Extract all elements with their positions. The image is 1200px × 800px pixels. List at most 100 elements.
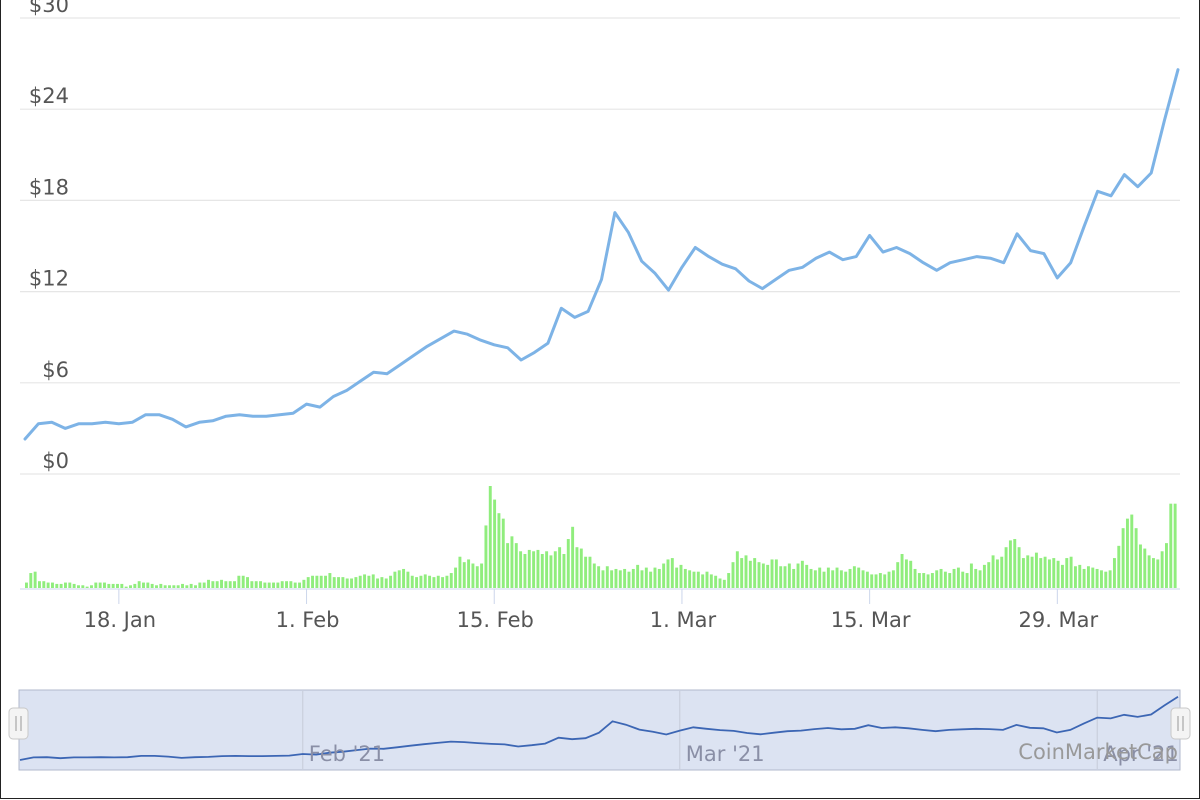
volume-bar bbox=[1060, 564, 1064, 588]
volume-bar bbox=[393, 571, 397, 588]
volume-bar bbox=[1112, 558, 1116, 588]
volume-bar bbox=[943, 571, 947, 588]
volume-bar bbox=[493, 499, 497, 588]
volume-bar bbox=[748, 560, 752, 588]
volume-bar bbox=[29, 573, 33, 588]
navigator-label: Mar '21 bbox=[686, 742, 765, 766]
volume-bar bbox=[1086, 566, 1090, 588]
volume-bar bbox=[935, 570, 939, 588]
volume-bar bbox=[527, 549, 531, 588]
volume-bar bbox=[883, 574, 887, 588]
volume-bar bbox=[293, 582, 297, 588]
navigator-right-handle[interactable] bbox=[1170, 707, 1191, 740]
price-gridlines bbox=[20, 17, 1180, 475]
volume-bar bbox=[280, 581, 284, 588]
volume-bar bbox=[363, 574, 367, 588]
volume-bar bbox=[878, 573, 882, 588]
volume-bar bbox=[614, 568, 618, 588]
volume-bar bbox=[51, 582, 54, 588]
volume-bar bbox=[653, 567, 657, 588]
volume-bar bbox=[458, 556, 462, 588]
volume-bar bbox=[272, 582, 275, 588]
volume-bar bbox=[904, 559, 908, 588]
volume-bar bbox=[1073, 566, 1077, 588]
volume-bar bbox=[575, 547, 579, 588]
volume-bar bbox=[870, 574, 874, 588]
volume-bar bbox=[995, 559, 999, 588]
volume-bar bbox=[839, 570, 843, 588]
volume-bar bbox=[536, 549, 540, 588]
volume-bar bbox=[731, 562, 735, 588]
volume-bar bbox=[718, 578, 722, 588]
volume-bar bbox=[1021, 558, 1025, 588]
volume-bar bbox=[857, 567, 861, 588]
volume-bar bbox=[25, 582, 28, 588]
volume-bar bbox=[432, 577, 436, 588]
volume-bar bbox=[1069, 556, 1073, 588]
volume-bar bbox=[90, 585, 93, 588]
chart-credits[interactable]: CoinMarketCap bbox=[1018, 740, 1178, 764]
x-tick-label: 15. Mar bbox=[831, 608, 911, 632]
volume-bar bbox=[233, 581, 236, 588]
volume-bar bbox=[315, 575, 319, 588]
volume-bar bbox=[566, 539, 570, 588]
volume-bar bbox=[948, 573, 952, 588]
volume-bar bbox=[107, 583, 111, 588]
volume-bar bbox=[930, 573, 934, 588]
volume-bar bbox=[423, 574, 427, 588]
volume-bar bbox=[766, 564, 770, 588]
volume-bar bbox=[1052, 558, 1056, 588]
volume-bar bbox=[341, 577, 345, 588]
volume-bar bbox=[1099, 570, 1103, 588]
volume-bar bbox=[194, 585, 197, 588]
volume-bar bbox=[120, 583, 124, 588]
volume-bar bbox=[1143, 548, 1147, 588]
volume-bar bbox=[228, 581, 232, 588]
volume-bar bbox=[514, 543, 518, 588]
volume-bar bbox=[1004, 547, 1008, 588]
volume-bar bbox=[376, 578, 380, 588]
volume-bar bbox=[85, 586, 89, 588]
volume-bar bbox=[94, 582, 98, 588]
volume-bar bbox=[683, 568, 687, 588]
volume-bar bbox=[419, 575, 423, 588]
navigator-label: Apr '21 bbox=[1103, 742, 1179, 766]
volume-bar bbox=[540, 554, 544, 588]
y-tick-label: $18 bbox=[29, 175, 69, 199]
volume-bar bbox=[688, 570, 692, 588]
volume-bar bbox=[523, 554, 527, 588]
volume-bar bbox=[891, 570, 895, 588]
volume-bar bbox=[792, 568, 796, 588]
volume-bar bbox=[670, 558, 674, 588]
volume-bar bbox=[1039, 558, 1043, 588]
volume-bar bbox=[952, 568, 956, 588]
volume-bar bbox=[562, 554, 566, 588]
volume-bar bbox=[77, 585, 80, 588]
volume-bar bbox=[163, 585, 167, 588]
navigator[interactable]: Feb '21 Mar '21 Apr '21 bbox=[8, 689, 1191, 771]
volume-bar bbox=[831, 570, 835, 588]
volume-bar bbox=[124, 586, 128, 588]
volume-bar bbox=[887, 571, 891, 588]
volume-bar bbox=[549, 555, 553, 588]
volume-bar bbox=[358, 575, 362, 588]
volume-bar bbox=[987, 562, 991, 588]
volume-bar bbox=[1047, 559, 1051, 588]
volume-bar bbox=[1034, 552, 1038, 588]
volume-bar bbox=[874, 574, 878, 588]
volume-bar bbox=[605, 566, 609, 588]
volume-bar bbox=[202, 582, 206, 588]
volume-bar bbox=[302, 579, 306, 588]
volume-bar bbox=[623, 568, 627, 588]
volume-bar bbox=[337, 577, 341, 588]
volume-bar bbox=[1151, 558, 1155, 588]
volume-bar bbox=[770, 559, 774, 588]
volume-bar bbox=[501, 518, 505, 588]
volume-bar bbox=[579, 548, 583, 588]
navigator-labels: Feb '21 Mar '21 Apr '21 bbox=[309, 742, 1179, 766]
navigator-left-handle[interactable] bbox=[8, 707, 29, 740]
volume-bar bbox=[922, 573, 926, 588]
volume-bar bbox=[189, 583, 193, 588]
volume-bar bbox=[796, 563, 800, 588]
